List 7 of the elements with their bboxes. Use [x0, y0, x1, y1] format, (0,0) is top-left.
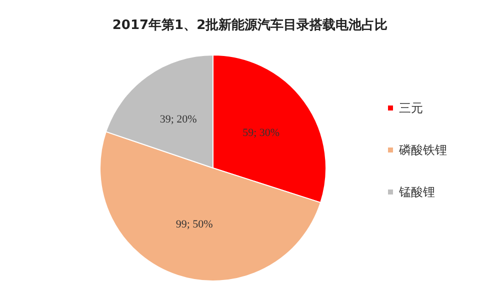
legend-label: 磷酸铁锂	[398, 143, 447, 157]
data-label: 99; 50%	[176, 218, 213, 230]
data-label: 59; 30%	[242, 126, 280, 139]
legend-label: 锰酸锂	[398, 185, 435, 199]
legend-label: 三元	[399, 101, 423, 115]
data-label: 39; 20%	[160, 114, 197, 126]
chart-title: 2017年第1、2批新能源汽车目录搭载电池占比	[112, 17, 388, 33]
